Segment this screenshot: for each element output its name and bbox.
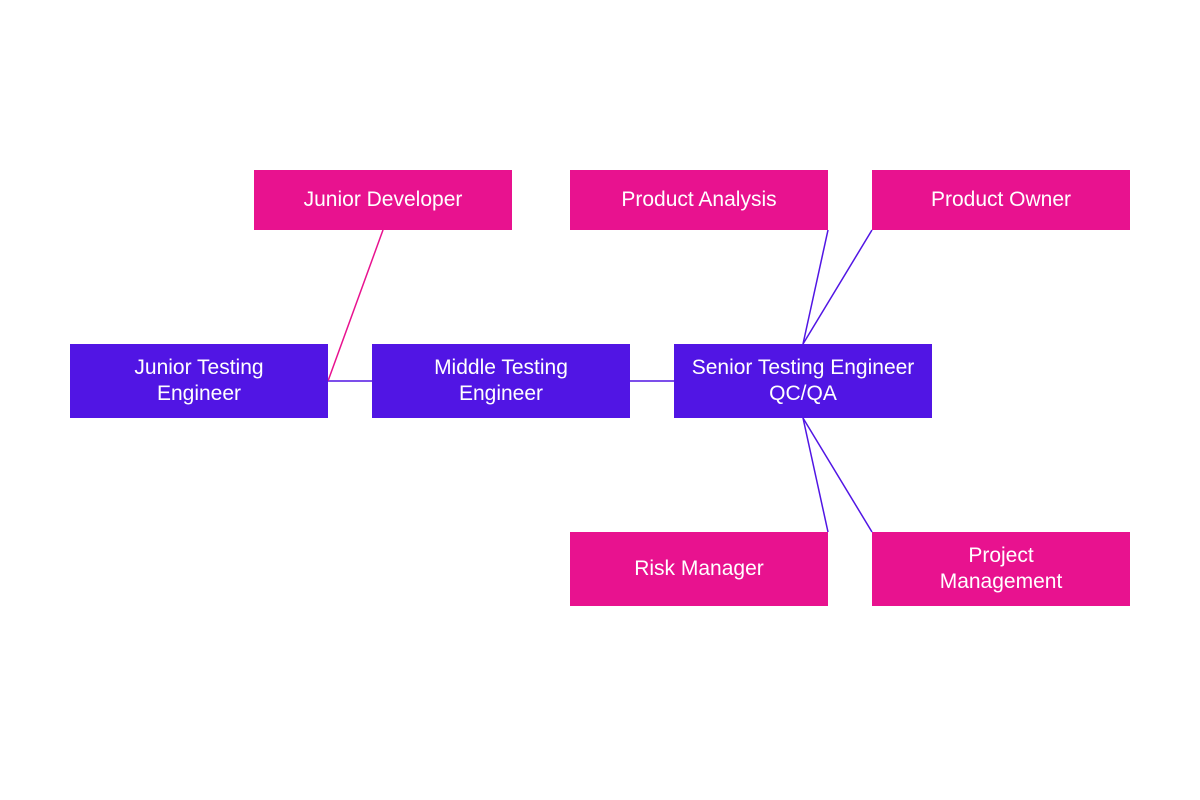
edge-senior_testing-product_owner (803, 230, 872, 344)
node-project_mgmt: Project Management (872, 532, 1130, 606)
node-product_owner: Product Owner (872, 170, 1130, 230)
edge-senior_testing-project_mgmt (803, 418, 872, 532)
node-middle_testing: Middle Testing Engineer (372, 344, 630, 418)
edge-senior_testing-product_analysis (803, 230, 828, 344)
node-senior_testing: Senior Testing Engineer QC/QA (674, 344, 932, 418)
diagram-canvas: Junior Testing Engineer Middle Testing En… (0, 0, 1200, 800)
node-junior_testing: Junior Testing Engineer (70, 344, 328, 418)
node-junior_dev: Junior Developer (254, 170, 512, 230)
node-product_analysis: Product Analysis (570, 170, 828, 230)
edge-senior_testing-risk_manager (803, 418, 828, 532)
node-risk_manager: Risk Manager (570, 532, 828, 606)
